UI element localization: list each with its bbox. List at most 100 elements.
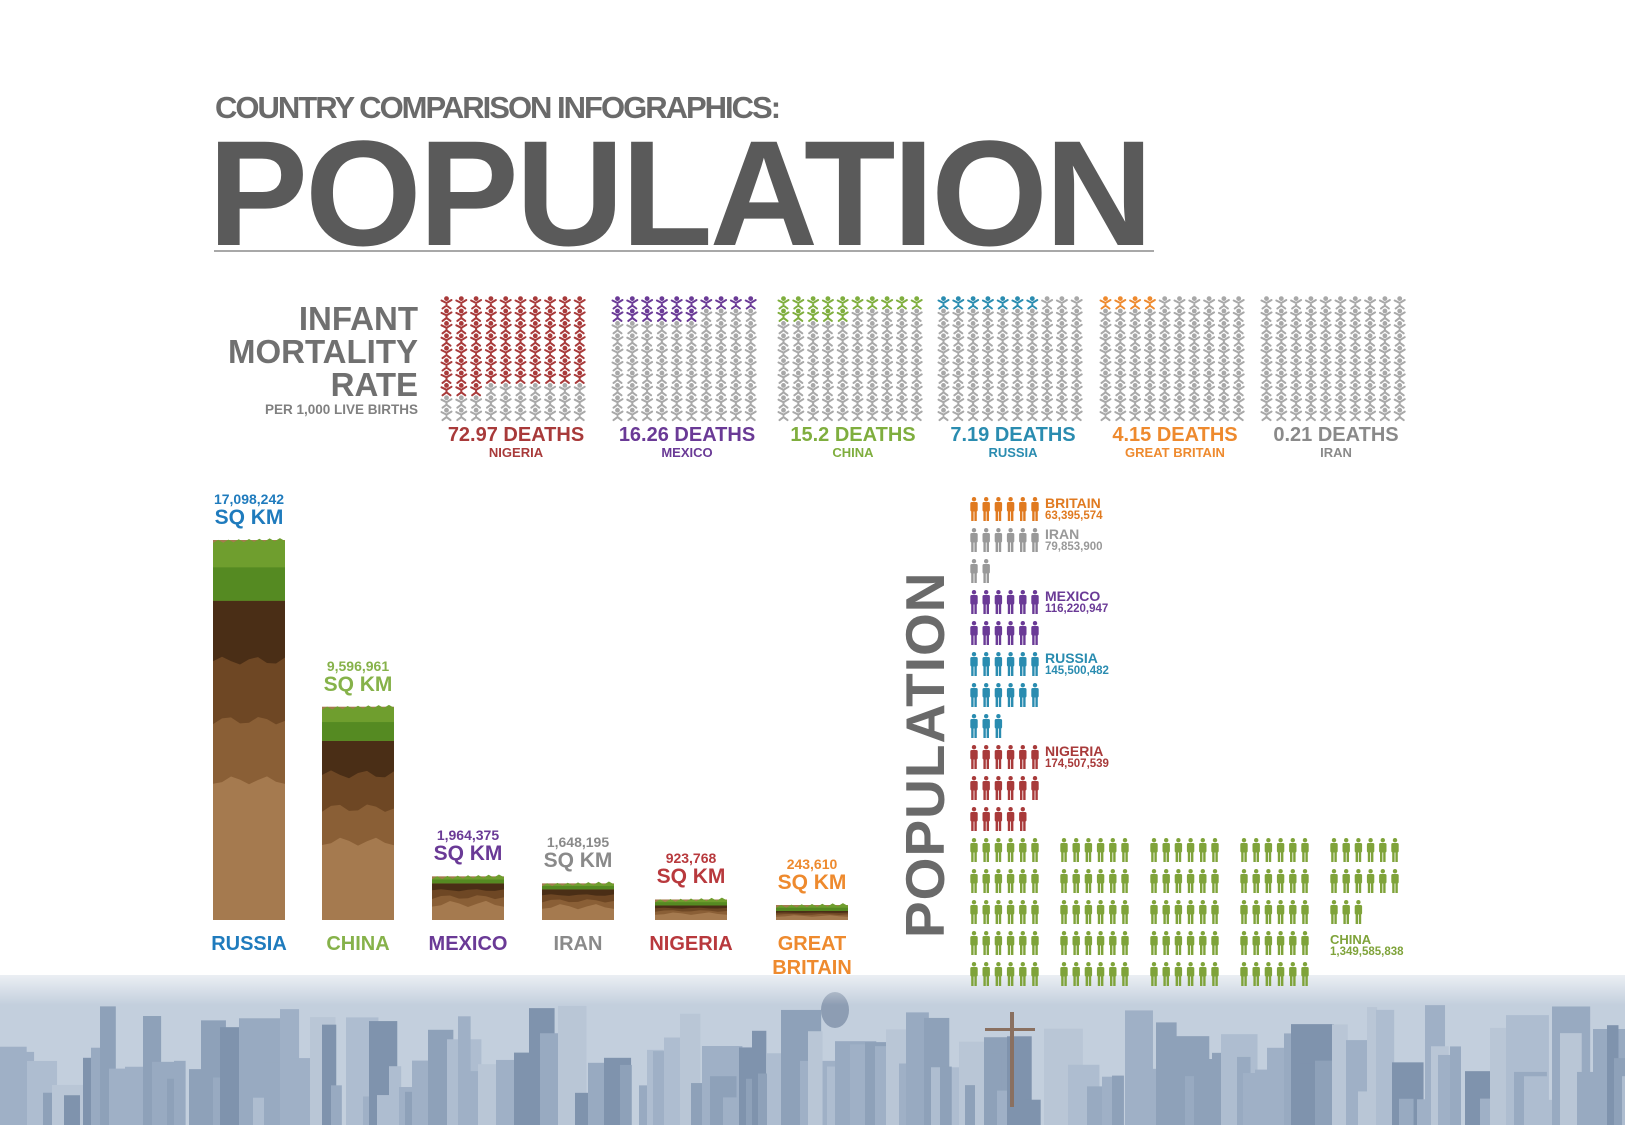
child-icon <box>996 296 1009 310</box>
child-icon <box>1114 358 1127 372</box>
child-icon <box>851 407 864 422</box>
child-icon <box>1304 395 1317 409</box>
skyline-building <box>389 1066 402 1125</box>
child-icon <box>1319 370 1332 384</box>
person-icon <box>1109 838 1117 862</box>
child-icon <box>1290 296 1303 310</box>
person-icon <box>1391 838 1399 862</box>
person-icon <box>1199 962 1207 986</box>
infant-mortality-block: 15.2 DEATHS CHINA <box>777 296 929 460</box>
child-icon <box>777 407 790 422</box>
person-icon <box>1072 869 1080 893</box>
skyline-building <box>1560 1033 1582 1125</box>
child-icon <box>744 407 757 422</box>
child-icon <box>558 395 571 409</box>
child-icon <box>1188 345 1201 360</box>
child-icon <box>700 383 713 397</box>
child-icon <box>744 395 757 409</box>
skyline-building <box>664 1037 681 1125</box>
person-icon <box>982 745 990 769</box>
child-icon <box>836 308 849 322</box>
child-icon <box>895 321 908 335</box>
child-icon <box>544 308 557 322</box>
child-icon <box>611 296 624 310</box>
child-icon <box>1026 407 1039 422</box>
child-icon <box>1129 407 1142 422</box>
child-icon <box>1011 308 1024 322</box>
child-icon <box>1055 358 1068 372</box>
area-value-label: 243,610 <box>786 856 838 872</box>
child-icon <box>1275 333 1288 347</box>
child-icon <box>1041 345 1054 360</box>
child-icon <box>440 321 453 335</box>
person-icon <box>994 683 1003 707</box>
child-icon <box>807 308 820 322</box>
child-icon <box>851 383 864 397</box>
person-icon <box>1354 869 1363 893</box>
child-icon <box>1143 383 1156 397</box>
child-icon <box>1158 296 1171 310</box>
person-icon <box>1186 869 1195 893</box>
person-icon <box>970 962 978 986</box>
area-unit-label: SQ KM <box>214 506 284 529</box>
child-icon <box>1188 407 1201 422</box>
child-icon <box>641 407 654 422</box>
child-icon <box>558 345 571 360</box>
child-icon <box>626 395 639 409</box>
child-icon <box>967 395 980 409</box>
child-icon <box>1055 308 1068 322</box>
skyline-crane <box>985 1028 1035 1031</box>
child-icon <box>700 308 713 322</box>
child-icon <box>792 358 805 372</box>
child-icon <box>1173 395 1186 409</box>
child-icon <box>573 358 586 372</box>
child-icon <box>1393 383 1406 397</box>
child-icon <box>881 358 894 372</box>
person-icon <box>1174 900 1183 924</box>
child-icon <box>1319 395 1332 409</box>
child-icon <box>1041 407 1054 422</box>
child-icon <box>514 383 527 397</box>
child-icon <box>1334 383 1347 397</box>
child-icon <box>996 308 1009 322</box>
skyline-crane <box>1010 1012 1014 1107</box>
person-icon <box>1006 900 1015 924</box>
child-icon <box>670 383 683 397</box>
person-icon <box>994 807 1003 831</box>
person-icon <box>1162 900 1170 924</box>
child-icon <box>1026 321 1039 335</box>
child-icon <box>937 345 950 360</box>
child-icon <box>1260 321 1273 335</box>
child-icon <box>1319 308 1332 322</box>
child-icon <box>1188 308 1201 322</box>
person-icon <box>970 590 978 614</box>
skyline-building <box>850 1044 870 1125</box>
child-icon <box>1099 321 1112 335</box>
child-icon <box>792 383 805 397</box>
person-icon <box>1072 900 1080 924</box>
child-icon <box>821 345 834 360</box>
child-icon <box>1290 370 1303 384</box>
child-icon <box>1260 333 1273 347</box>
person-icon <box>970 652 978 676</box>
child-icon <box>895 407 908 422</box>
child-icon <box>1275 296 1288 310</box>
skyline-building <box>1614 1058 1625 1125</box>
child-icon <box>1099 358 1112 372</box>
child-icon <box>1158 407 1171 422</box>
area-bar <box>542 881 614 920</box>
child-icon <box>866 333 879 347</box>
person-icon <box>1199 838 1207 862</box>
person-icon <box>1031 900 1039 924</box>
child-icon <box>910 308 923 322</box>
person-icon <box>1301 931 1309 955</box>
child-icon <box>1143 370 1156 384</box>
child-icon <box>1364 358 1377 372</box>
child-icon <box>937 333 950 347</box>
person-icon <box>1031 745 1039 769</box>
child-icon <box>529 407 542 422</box>
child-icon <box>967 296 980 310</box>
child-icon <box>895 308 908 322</box>
child-icon <box>1158 370 1171 384</box>
